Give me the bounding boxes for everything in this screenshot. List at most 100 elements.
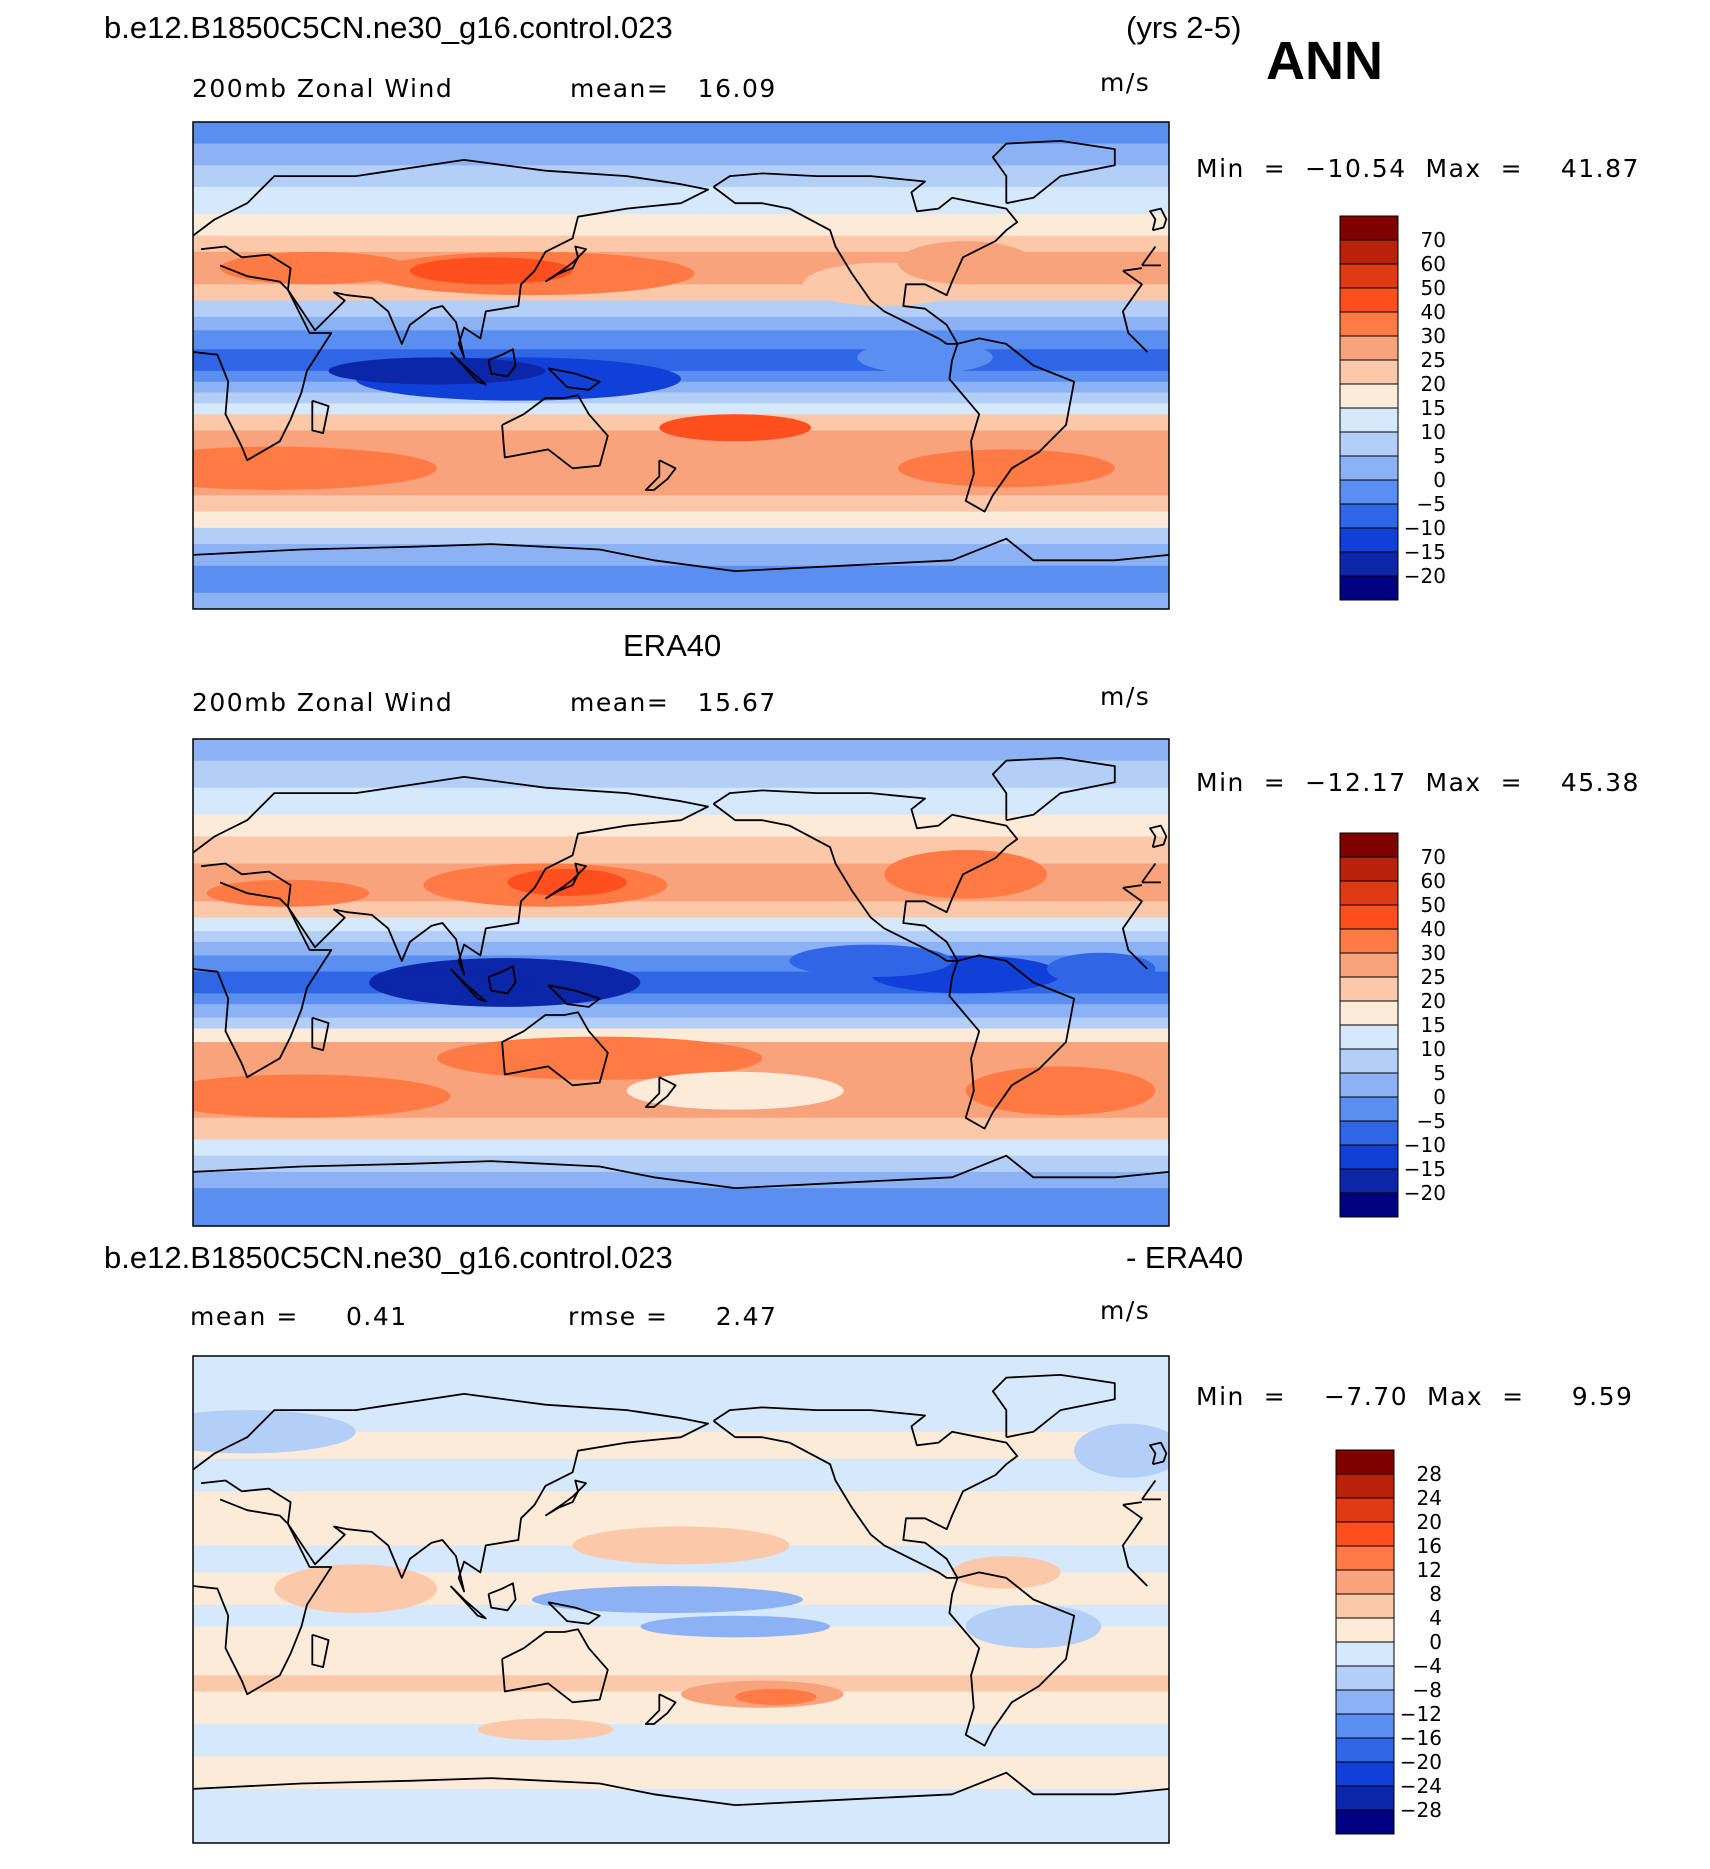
coastline [449,968,487,1003]
colorbar-tick-label: −10 [1404,516,1446,540]
colorbar-tick-label: 70 [1421,228,1446,252]
contour-region [477,1718,614,1741]
contour-region [857,341,993,374]
colorbar-cell [1339,832,1399,858]
coastline [193,1771,1169,1806]
colorbar-cell [1335,1665,1395,1691]
colorbar-cell [1339,311,1399,337]
contour-band [193,1155,1169,1173]
contour-band [193,403,1169,416]
colorbar-cell [1335,1785,1395,1811]
colorbar-tick-label: 20 [1421,989,1446,1013]
contour-region [572,1526,790,1565]
colorbar-cell [1339,551,1399,577]
colorbar-cell [1339,1024,1399,1050]
contour-band [193,592,1169,609]
colorbar-tick-label: 10 [1421,420,1446,444]
colorbar-tick-label: 16 [1417,1534,1442,1558]
colorbar-tick-label: 10 [1421,1037,1446,1061]
contour-region [220,251,410,285]
map-panel-1 [192,121,1170,610]
colorbar-tick-label: −20 [1400,1750,1442,1774]
contour-band [193,1004,1169,1019]
coastline [991,140,1116,205]
case-title: b.e12.B1850C5CN.ne30_g16.control.023 [104,10,673,45]
colorbar-cell [1335,1641,1395,1667]
colorbar-cell [1335,1809,1395,1835]
map-field [193,739,1169,1226]
contour-band [193,1604,1169,1628]
colorbar-cell [1339,215,1399,241]
contour-band [193,495,1169,513]
contour-region [965,1604,1102,1649]
panel1-minmax: Min = −10.54 Max = 41.87 [1196,154,1640,183]
colorbar-cell [1339,431,1399,457]
panel2-title: ERA40 [623,628,722,663]
colorbar-cell [1339,1000,1399,1026]
contour-band [193,527,1169,546]
coastline [991,1374,1116,1439]
colorbar-tick-label: 24 [1417,1486,1442,1510]
coastline [193,1498,1148,1696]
coastline [449,351,487,386]
colorbar-cell [1339,904,1399,930]
coastline [1149,207,1168,232]
panel1-units: m/s [1100,68,1151,97]
coastline [501,1628,609,1704]
coastline [193,159,1161,359]
colorbar-cell [1339,287,1399,313]
contour-region [1047,952,1156,986]
map-panel-2 [192,738,1170,1227]
coastline [712,1406,1019,1579]
coastline [644,459,677,491]
colorbar-cell [1339,1168,1399,1194]
contour-band [193,300,1169,318]
contour-band [193,213,1169,237]
colorbar-cell [1339,1048,1399,1074]
panel3-title-right: - ERA40 [1126,1240,1244,1275]
contour-region [979,1510,1142,1538]
coastline [644,1076,677,1108]
colorbar-tick-label: −16 [1400,1726,1442,1750]
contour-region [531,1585,803,1614]
panel2-units: m/s [1100,682,1151,711]
colorbar-cell [1339,383,1399,409]
contour-region [437,1036,763,1080]
colorbar-cell [1339,479,1399,505]
contour-region [640,1615,831,1638]
panel3-title-left: b.e12.B1850C5CN.ne30_g16.control.023 [104,1240,673,1275]
contour-band [193,1028,1169,1044]
contour-region [626,1071,844,1110]
contour-region [328,357,546,385]
contour-band [193,1117,1169,1141]
colorbar-cell [1339,928,1399,954]
colorbar-tick-label: −15 [1404,540,1446,564]
years-label: (yrs 2-5) [1126,10,1242,45]
colorbar-cell [1339,976,1399,1002]
coastline [712,172,1019,345]
colorbar-cell [1339,527,1399,553]
colorbar-tick-label: −4 [1413,1654,1442,1678]
colorbar-tick-label: 20 [1417,1510,1442,1534]
contour-region [193,1410,356,1454]
colorbar-cell [1335,1761,1395,1787]
coastline [948,337,1075,513]
coastline [547,1601,601,1625]
panel2-variable-label: 200mb Zonal Wind [192,688,454,717]
panel1-variable-label: 200mb Zonal Wind [192,74,454,103]
colorbar-tick-label: 0 [1433,1085,1446,1109]
colorbar-cell [1339,880,1399,906]
coastline [644,1693,677,1725]
contour-region [897,449,1115,488]
colorbar-tick-label: 12 [1417,1558,1442,1582]
contour-band [193,565,1169,594]
panel3-units: m/s [1100,1296,1151,1325]
contour-region [789,944,953,978]
colorbar-cell [1339,856,1399,882]
colorbar-tick-label: 20 [1421,372,1446,396]
coastline [1149,824,1168,849]
contour-region [507,868,627,896]
coastline [487,1582,517,1612]
colorbar-cell [1335,1617,1395,1643]
